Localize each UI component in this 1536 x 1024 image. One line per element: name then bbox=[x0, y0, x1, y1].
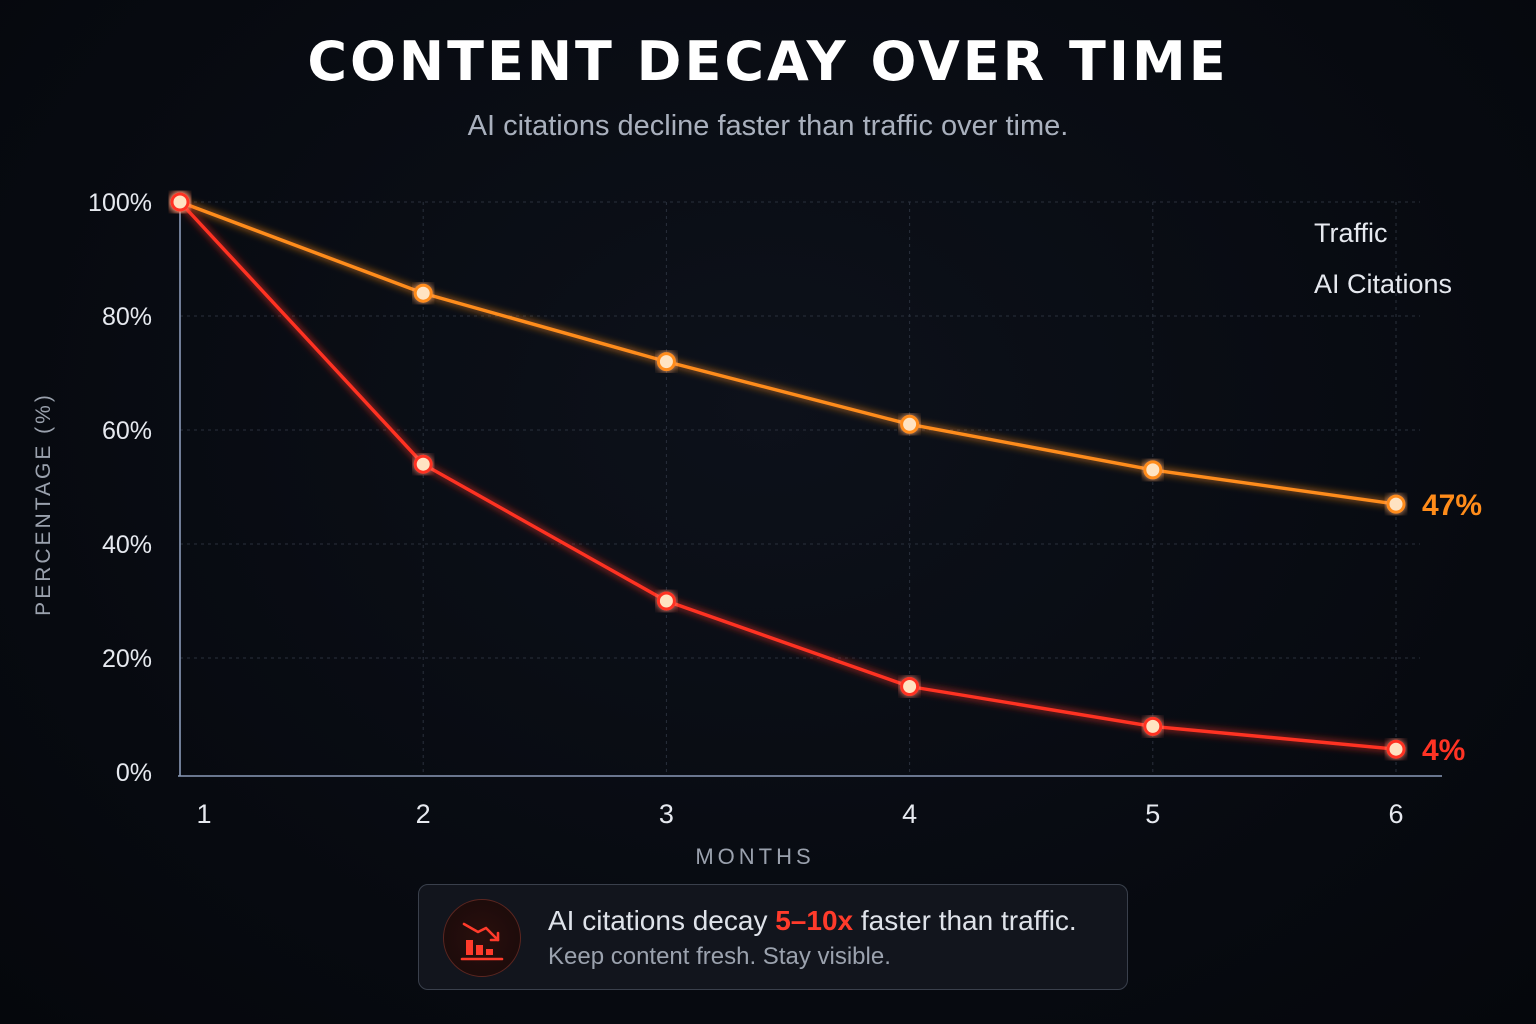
legend: Traffic AI Citations bbox=[1242, 218, 1452, 299]
chart-labels: 0% 20% 40% 60% 80% 100% 1 2 3 4 5 6 MONTHS PERCENTAGE… bbox=[32, 189, 1482, 869]
y-axis-title: PERCENTAGE (%) bbox=[32, 392, 55, 616]
ai-citations-point bbox=[1386, 739, 1406, 759]
traffic-line bbox=[179, 200, 1397, 506]
ai-citations-point bbox=[170, 192, 190, 212]
y-tick-label: 0% bbox=[116, 759, 152, 787]
x-tick-label: 6 bbox=[1388, 799, 1403, 829]
series-lines bbox=[170, 192, 1406, 759]
traffic-point bbox=[1386, 494, 1406, 514]
callout-text-before: AI citations decay bbox=[548, 905, 776, 936]
page-subtitle: AI citations decline faster than traffic… bbox=[467, 110, 1069, 142]
ai-citations-point bbox=[1143, 716, 1163, 736]
ai-citations-point bbox=[413, 454, 433, 474]
callout-highlight: 5–10x bbox=[775, 905, 854, 936]
page-title: CONTENT DECAY OVER TIME bbox=[307, 30, 1229, 93]
axes bbox=[178, 198, 1442, 777]
traffic-legend-label: Traffic bbox=[1314, 218, 1388, 248]
x-tick-label: 2 bbox=[416, 799, 431, 829]
ai-citations-point bbox=[656, 591, 676, 611]
traffic-end-label: 47% bbox=[1422, 489, 1482, 522]
traffic-point bbox=[656, 352, 676, 372]
traffic-point bbox=[413, 283, 433, 303]
traffic-point bbox=[1143, 460, 1163, 480]
traffic-point bbox=[900, 414, 920, 434]
ai-citations-line bbox=[178, 200, 1397, 751]
callout-subtext: Keep content fresh. Stay visible. bbox=[548, 943, 891, 970]
insight-callout: AI citations decay 5–10x faster than tra… bbox=[418, 884, 1128, 990]
y-tick-label: 100% bbox=[88, 189, 152, 217]
declining-bar-chart-icon bbox=[443, 899, 521, 977]
x-axis-title: MONTHS bbox=[695, 844, 814, 869]
x-tick-label: 1 bbox=[196, 799, 211, 829]
y-tick-label: 40% bbox=[102, 531, 152, 559]
x-tick-label: 4 bbox=[902, 799, 917, 829]
y-tick-label: 80% bbox=[102, 303, 152, 331]
ai-citations-point bbox=[900, 677, 920, 696]
y-tick-label: 20% bbox=[102, 645, 152, 673]
x-tick-label: 5 bbox=[1145, 799, 1160, 829]
grid-lines bbox=[180, 201, 1420, 772]
x-tick-label: 3 bbox=[659, 799, 674, 829]
callout-text-after: faster than traffic. bbox=[853, 905, 1077, 936]
y-tick-label: 60% bbox=[102, 417, 152, 445]
callout-headline: AI citations decay 5–10x faster than tra… bbox=[548, 905, 1077, 937]
ai-citations-end-label: 4% bbox=[1422, 734, 1465, 767]
ai-citations-legend-label: AI Citations bbox=[1314, 269, 1452, 299]
